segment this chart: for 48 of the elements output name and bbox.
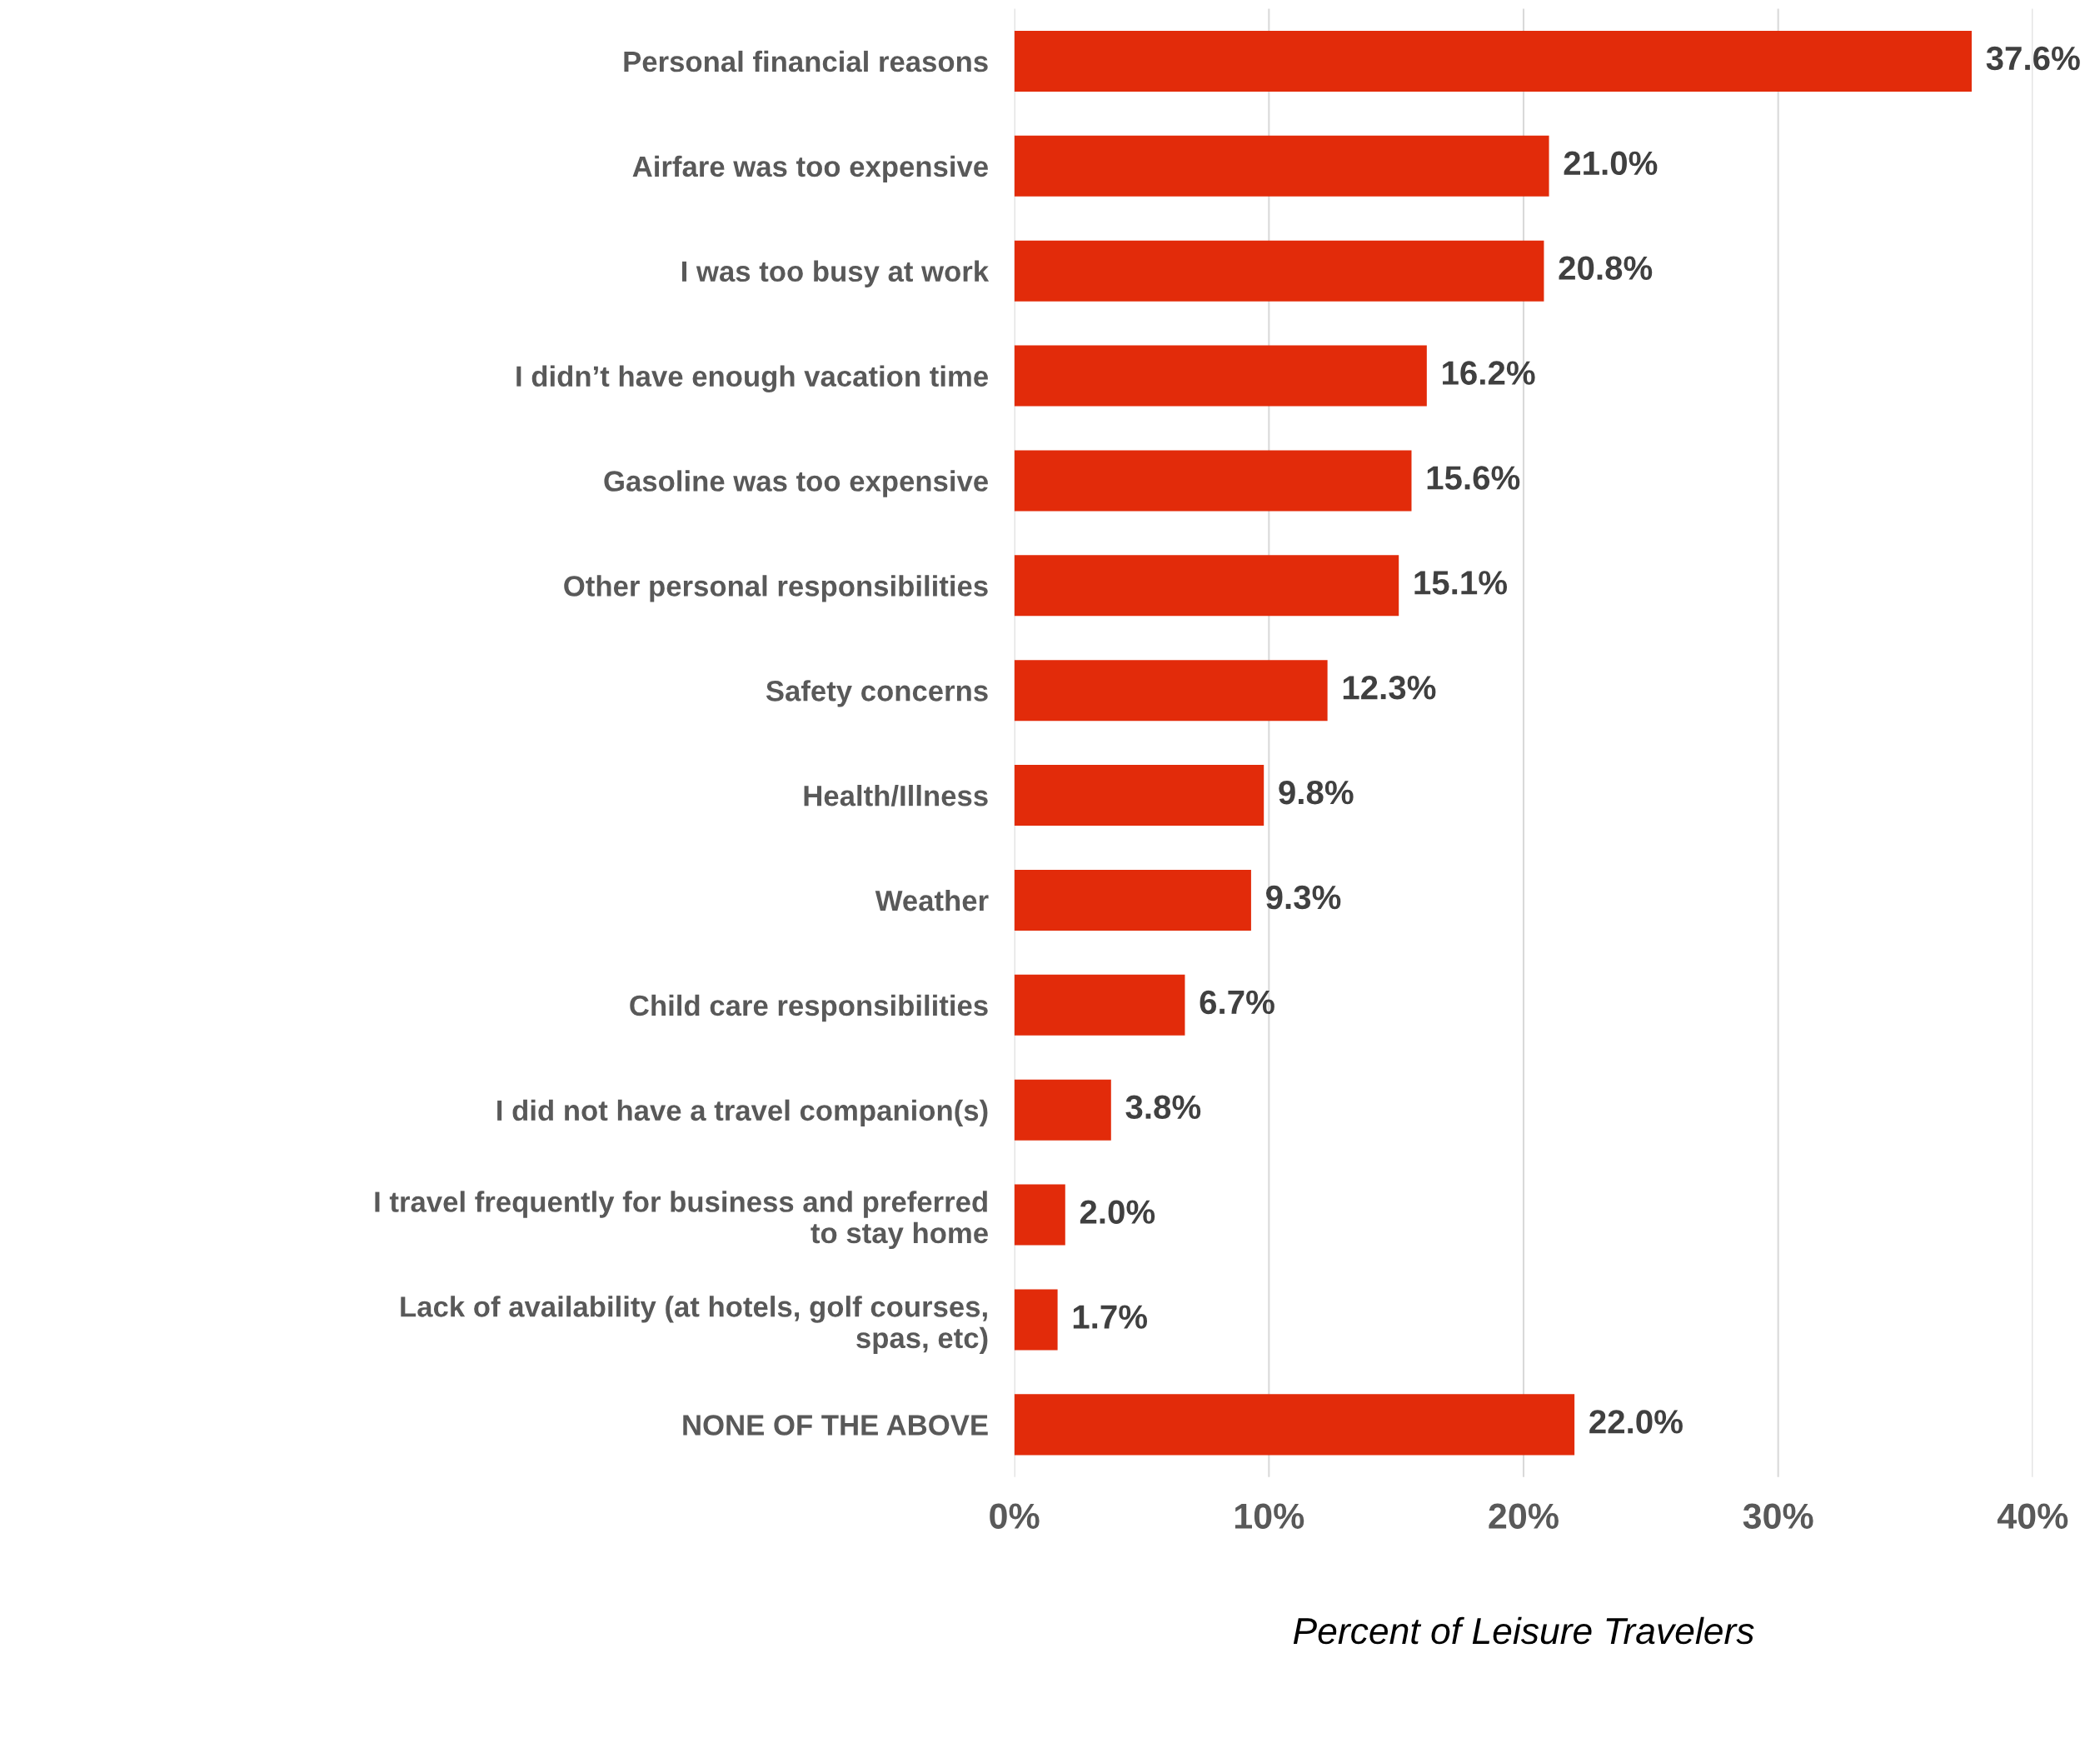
bar <box>1014 765 1264 827</box>
bar <box>1014 974 1185 1036</box>
y-tick-label: Safety concerns <box>766 680 988 707</box>
bar <box>1014 660 1328 722</box>
bar <box>1014 1079 1111 1141</box>
bar <box>1014 1394 1575 1456</box>
data-label: 9.3% <box>1265 885 1341 910</box>
y-tick-label: I travel frequently for business and preferred to stay home <box>375 1191 988 1250</box>
data-label: 1.7% <box>1073 1305 1148 1329</box>
bar <box>1014 135 1549 197</box>
bar <box>1014 1289 1058 1351</box>
y-tick-label: Weather <box>875 889 989 911</box>
y-tick-label: Gasoline was too expensive <box>604 470 988 497</box>
y-tick-label: Airfare was too expensive <box>632 155 988 183</box>
y-tick-label: NONE OF THE ABOVE <box>683 1415 988 1436</box>
y-tick-label: Lack of availability (at hotels, golf courses, spas, etc) <box>401 1296 988 1355</box>
bar <box>1014 869 1251 931</box>
y-tick-label: Child care responsibilities <box>630 994 988 1022</box>
bar <box>1014 450 1412 512</box>
data-label: 6.7% <box>1200 990 1274 1015</box>
bar <box>1014 345 1427 407</box>
data-label: 21.0% <box>1564 151 1658 176</box>
x-axis-title: Percent of Leisure Travelers <box>1293 1616 1754 1645</box>
x-tick-label: 10% <box>1235 1503 1304 1529</box>
data-label: 20.8% <box>1559 256 1653 280</box>
x-tick-label: 0% <box>990 1503 1040 1529</box>
data-label: 37.6% <box>1986 46 2080 71</box>
y-tick-label: Personal financial reasons <box>624 50 988 72</box>
y-tick-label: I didn’t have enough vacation time <box>516 365 988 393</box>
y-tick-label: I was too busy at work <box>681 260 990 287</box>
bar <box>1014 240 1544 302</box>
y-tick-label: Health/Illness <box>804 785 988 807</box>
data-label: 15.6% <box>1427 466 1520 490</box>
x-tick-label: 20% <box>1489 1503 1559 1529</box>
data-label: 3.8% <box>1125 1095 1201 1120</box>
data-label: 15.1% <box>1414 571 1508 595</box>
x-tick-label: 30% <box>1743 1503 1813 1530</box>
bar <box>1014 1184 1065 1246</box>
x-tick-label: 40% <box>1997 1503 2068 1529</box>
data-label: 9.8% <box>1279 780 1354 805</box>
y-tick-label: I did not have a travel companion(s) <box>497 1099 988 1127</box>
data-label: 22.0% <box>1589 1410 1683 1434</box>
data-label: 2.0% <box>1080 1200 1155 1224</box>
bar <box>1014 30 1972 92</box>
data-label: 16.2% <box>1443 361 1535 385</box>
data-label: 12.3% <box>1343 676 1436 700</box>
bar <box>1014 555 1399 617</box>
y-tick-label: Other personal responsibilities <box>564 575 988 602</box>
